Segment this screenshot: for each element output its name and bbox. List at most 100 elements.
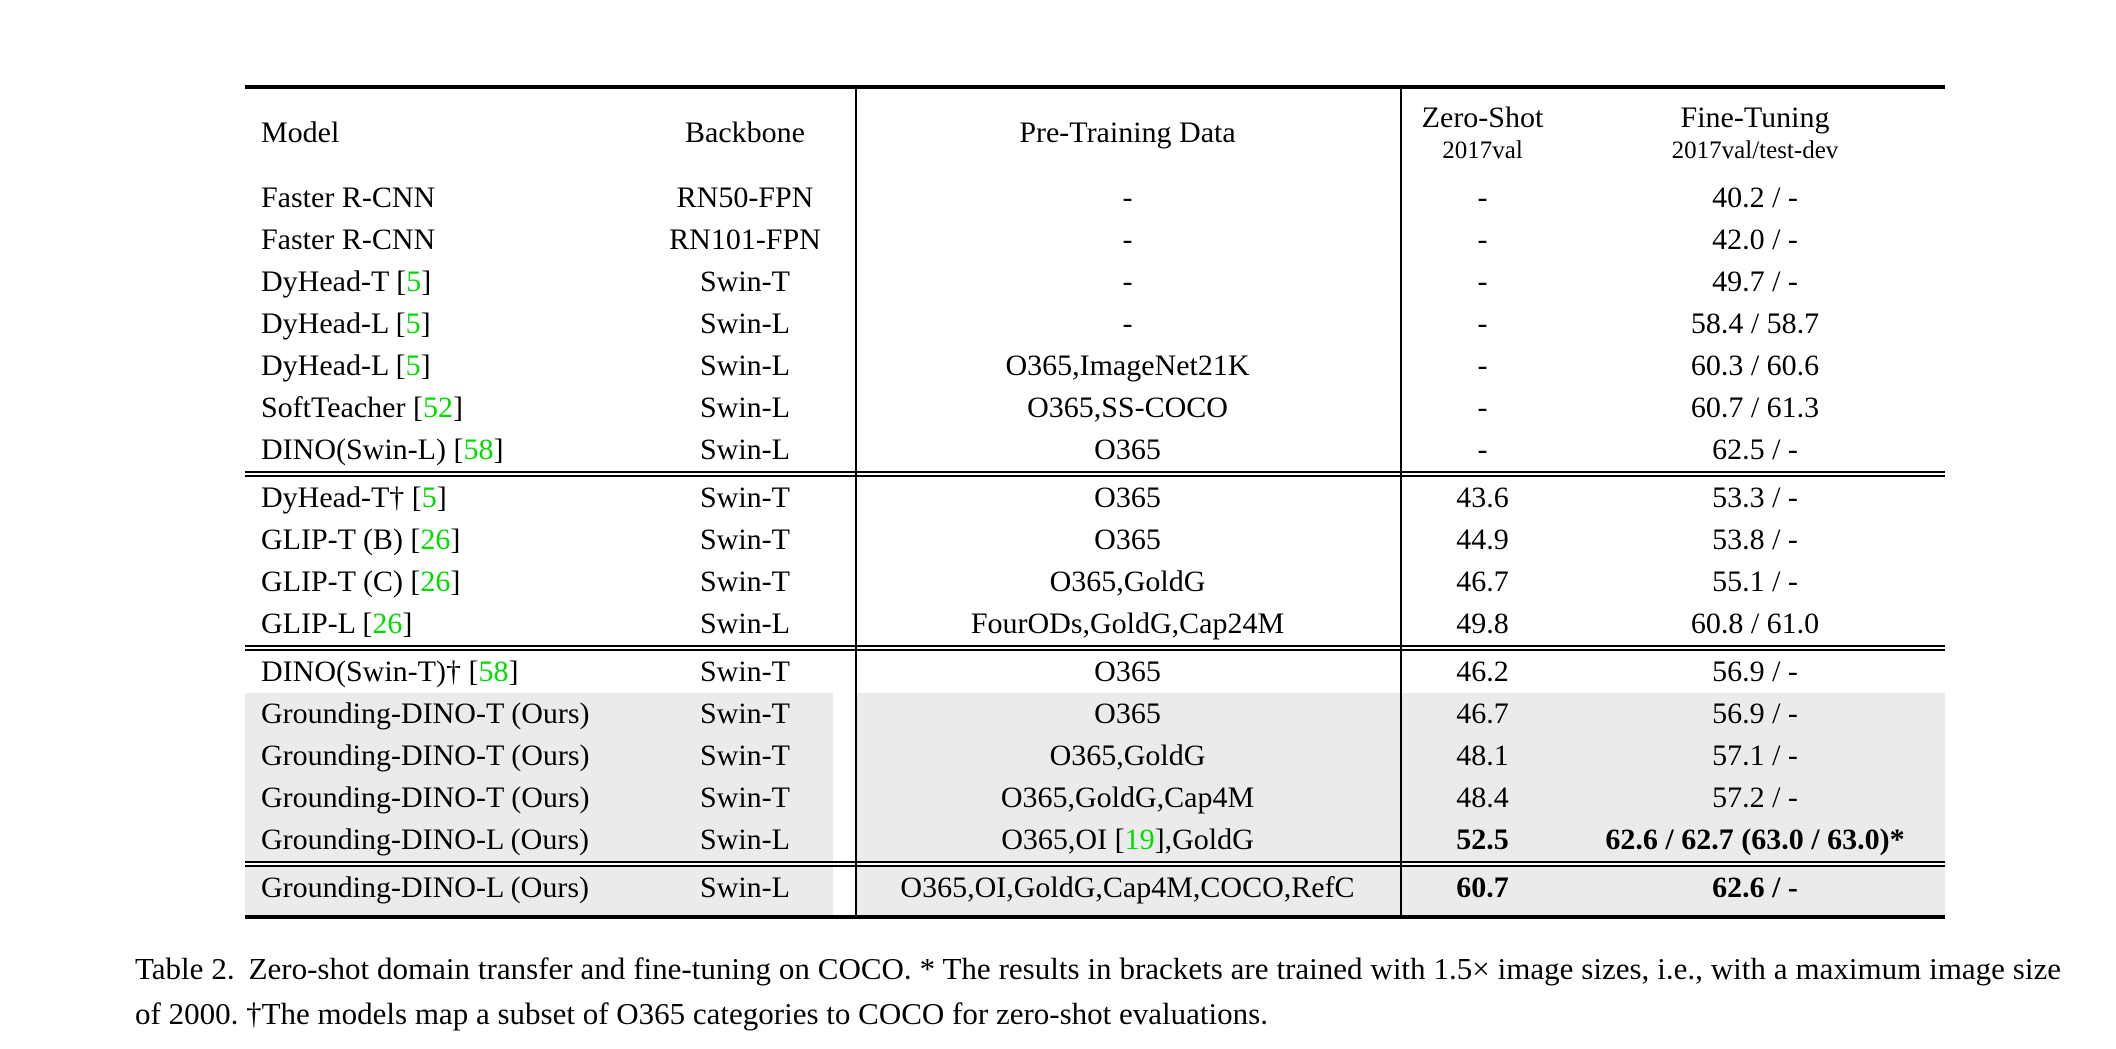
cell-backbone: Swin-T	[700, 481, 790, 514]
cell-fine-tuning: 62.6 / -	[1565, 867, 1945, 915]
cell-pretraining-data: O365	[1094, 523, 1161, 556]
citation-link[interactable]: 5	[406, 265, 422, 298]
table-row: SoftTeacher [52] Swin-L O365,SS-COCO - 60.7 …	[245, 387, 1945, 429]
table-caption-text: Zero-shot domain transfer and fine-tunin…	[135, 951, 2061, 1031]
cell-model: Grounding-DINO-T (Ours)	[245, 777, 635, 819]
cell-backbone: Swin-T	[635, 777, 855, 819]
table-header-row: Model Backbone Pre-Training Data Zero-Sh…	[245, 89, 1945, 177]
citation-link[interactable]: 5	[421, 481, 437, 514]
cell-pretraining-data: O365	[1094, 433, 1161, 466]
cell-model: SoftTeacher [52]	[261, 391, 463, 424]
cell-backbone: RN50-FPN	[676, 181, 814, 214]
cell-model: Grounding-DINO-L (Ours)	[245, 867, 635, 915]
citation-link[interactable]: 52	[422, 391, 453, 424]
cell-fine-tuning: 53.3 / -	[1712, 481, 1798, 514]
cell-fine-tuning: 62.5 / -	[1712, 433, 1798, 466]
header-fine-tuning-label: Fine-Tuning	[1680, 101, 1830, 134]
cell-fine-tuning: 42.0 / -	[1712, 223, 1798, 256]
cell-fine-tuning: 58.4 / 58.7	[1690, 307, 1820, 340]
citation-link[interactable]: 26	[372, 607, 403, 640]
table-row: GLIP-T (B) [26] Swin-T O365 44.9 53.8 / -	[245, 519, 1945, 561]
cell-zero-shot: 46.2	[1456, 655, 1509, 688]
citation-link[interactable]: 26	[420, 523, 451, 556]
section-separator-rule	[245, 471, 1945, 477]
cell-model: Faster R-CNN	[261, 181, 436, 214]
cell-fine-tuning: 62.6 / 62.7 (63.0 / 63.0)*	[1565, 819, 1945, 861]
cell-zero-shot: 60.7	[1400, 867, 1565, 915]
cell-zero-shot: 48.4	[1400, 777, 1565, 819]
cell-backbone: Swin-L	[635, 867, 855, 915]
cell-pretraining-data: O365,GoldG	[855, 735, 1400, 777]
table-row: GLIP-T (C) [26] Swin-T O365,GoldG 46.7 55.1 …	[245, 561, 1945, 603]
header-pretraining-data: Pre-Training Data	[855, 89, 1400, 177]
header-fine-tuning: Fine-Tuning 2017val/test-dev	[1565, 89, 1945, 177]
cell-zero-shot: 44.9	[1456, 523, 1509, 556]
section-separator-rule	[245, 645, 1945, 651]
cell-backbone: Swin-T	[700, 565, 790, 598]
cell-zero-shot: -	[1477, 391, 1488, 424]
cell-zero-shot: -	[1477, 265, 1488, 298]
cell-backbone: Swin-L	[635, 819, 855, 861]
citation-link[interactable]: 5	[405, 307, 421, 340]
citation-link[interactable]: 58	[463, 433, 494, 466]
cell-pretraining-data: O365,GoldG,Cap4M	[855, 777, 1400, 819]
header-model: Model	[245, 89, 635, 177]
table-row: DINO(Swin-L) [58] Swin-L O365 - 62.5 / -	[245, 429, 1945, 471]
results-table: Model Backbone Pre-Training Data Zero-Sh…	[245, 85, 1945, 919]
table-row: GLIP-L [26] Swin-L FourODs,GoldG,Cap24M 49.…	[245, 603, 1945, 645]
cell-fine-tuning: 60.8 / 61.0	[1690, 607, 1820, 640]
cell-fine-tuning: 56.9 / -	[1712, 655, 1798, 688]
table-caption: Table 2. Zero-shot domain transfer and fi…	[135, 946, 2061, 1036]
header-zero-shot-sublabel: 2017val	[1442, 137, 1523, 164]
cell-model: DyHead-L [5]	[261, 307, 431, 340]
table-row: Faster R-CNN RN50-FPN - - 40.2 / -	[245, 177, 1945, 219]
cell-model: GLIP-T (B) [26]	[261, 523, 461, 556]
citation-link[interactable]: 5	[405, 349, 421, 382]
cell-backbone: Swin-L	[700, 307, 790, 340]
citation-link[interactable]: 19	[1124, 823, 1155, 856]
vertical-rule-backbone-pretrain	[855, 89, 857, 915]
table-row: DyHead-T [5] Swin-T - - 49.7 / -	[245, 261, 1945, 303]
cell-zero-shot: 52.5	[1400, 819, 1565, 861]
cell-pretraining-data: O365,OI [19],GoldG	[855, 819, 1400, 861]
table-row: Grounding-DINO-T (Ours) Swin-T O365,GoldG 4…	[245, 735, 1945, 777]
cell-backbone: Swin-L	[700, 433, 790, 466]
cell-fine-tuning: 49.7 / -	[1712, 265, 1798, 298]
cell-backbone: Swin-L	[700, 607, 790, 640]
cell-pretraining-data: -	[1122, 265, 1133, 298]
header-pretraining-data-label: Pre-Training Data	[1019, 116, 1236, 149]
cell-backbone: Swin-L	[700, 391, 790, 424]
cell-model: DINO(Swin-T)† [58]	[261, 655, 519, 688]
cell-backbone: Swin-T	[635, 693, 855, 735]
cell-model: DyHead-T† [5]	[261, 481, 447, 514]
cell-backbone: Swin-T	[700, 523, 790, 556]
citation-link[interactable]: 26	[420, 565, 451, 598]
cell-model: DINO(Swin-L) [58]	[261, 433, 504, 466]
cell-backbone: Swin-L	[700, 349, 790, 382]
cell-pretraining-data: O365	[1094, 481, 1161, 514]
table-bottom-rule	[245, 915, 1945, 919]
cell-model: Grounding-DINO-T (Ours)	[245, 735, 635, 777]
cell-pretraining-data: O365,ImageNet21K	[1005, 349, 1250, 382]
cell-backbone: Swin-T	[700, 265, 790, 298]
table-top-rule	[245, 85, 1945, 89]
cell-zero-shot: 46.7	[1456, 565, 1509, 598]
table-row: Grounding-DINO-L (Ours) Swin-L O365,OI,Gol…	[245, 867, 1945, 915]
table-body: Faster R-CNN RN50-FPN - -40.2 / - Faster R-C…	[245, 177, 1945, 915]
cell-zero-shot: -	[1477, 223, 1488, 256]
table-row: DyHead-L [5] Swin-L - - 58.4 / 58.7	[245, 303, 1945, 345]
cell-fine-tuning: 56.9 / -	[1565, 693, 1945, 735]
cell-fine-tuning: 60.3 / 60.6	[1690, 349, 1820, 382]
cell-pretraining-data: -	[1122, 181, 1133, 214]
cell-model: Grounding-DINO-T (Ours)	[245, 693, 635, 735]
citation-link[interactable]: 58	[478, 655, 509, 688]
cell-pretraining-data: -	[1122, 223, 1133, 256]
cell-pretraining-data: -	[1122, 307, 1133, 340]
header-fine-tuning-sublabel: 2017val/test-dev	[1671, 137, 1839, 164]
cell-zero-shot: 43.6	[1456, 481, 1509, 514]
cell-zero-shot: -	[1477, 181, 1488, 214]
cell-pretraining-data: O365	[1094, 655, 1161, 688]
cell-fine-tuning: 60.7 / 61.3	[1690, 391, 1820, 424]
cell-model: Faster R-CNN	[261, 223, 436, 256]
table-row: DyHead-L [5] Swin-L O365,ImageNet21K - 60.3 …	[245, 345, 1945, 387]
